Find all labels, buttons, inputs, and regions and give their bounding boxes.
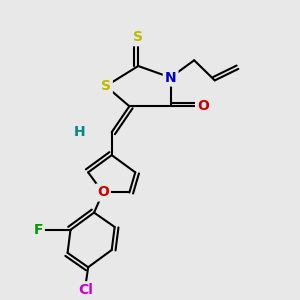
- Text: H: H: [74, 125, 85, 139]
- Text: O: O: [197, 99, 209, 113]
- Text: N: N: [165, 70, 176, 85]
- Text: O: O: [97, 185, 109, 200]
- Text: Cl: Cl: [78, 283, 93, 297]
- Text: S: S: [133, 30, 143, 44]
- Text: S: S: [101, 79, 111, 93]
- Text: F: F: [33, 223, 43, 237]
